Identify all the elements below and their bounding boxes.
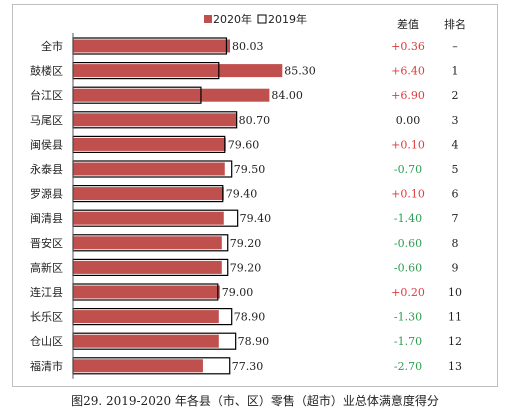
diff-value: -1.70: [394, 335, 422, 348]
bar-2020: [73, 187, 224, 201]
category-label: 晋安区: [30, 236, 63, 250]
rank-value: 9: [452, 261, 459, 274]
diff-value: -0.70: [394, 163, 422, 176]
bar-2020: [73, 211, 224, 225]
diff-value: -1.30: [394, 311, 422, 324]
category-label: 闽清县: [30, 212, 63, 225]
rank-value: 13: [448, 360, 462, 373]
legend-swatch-2019: [257, 14, 267, 24]
bar-2020: [73, 64, 283, 78]
rank-value: 5: [452, 163, 459, 176]
diff-value: +6.90: [391, 89, 425, 102]
category-label: 长乐区: [30, 311, 63, 324]
rank-value: 2: [452, 89, 459, 102]
diff-value: +6.40: [391, 65, 425, 78]
category-label: 全市: [41, 39, 63, 53]
bar-2020: [73, 162, 225, 176]
diff-value: -0.60: [394, 261, 422, 274]
rank-value: 7: [452, 212, 459, 225]
legend-label-2019: 2019年: [268, 12, 307, 26]
data-label-2020: 79.60: [228, 138, 260, 151]
data-label-2020: 79.40: [240, 212, 272, 225]
data-label-2020: 79.20: [230, 261, 262, 274]
rank-value: 11: [448, 311, 462, 324]
data-label-2020: 78.90: [238, 335, 270, 348]
data-label-2020: 80.03: [232, 40, 264, 53]
data-label-2020: 80.70: [239, 114, 271, 127]
category-label: 仓山区: [30, 334, 63, 348]
bar-2020: [73, 334, 219, 348]
bar-2020: [73, 285, 220, 299]
bar-2020: [73, 88, 270, 102]
diff-value: +0.10: [391, 138, 425, 151]
rank-value: 10: [448, 286, 462, 299]
bar-2020: [73, 310, 219, 324]
bar-2020: [73, 260, 222, 274]
category-label: 福清市: [30, 359, 63, 373]
legend-label-2020: 2020年: [213, 12, 252, 26]
category-label: 高新区: [30, 260, 63, 274]
rank-header: 排名: [444, 17, 466, 31]
category-label: 鼓楼区: [30, 64, 63, 78]
bar-2020: [73, 137, 226, 151]
rank-value: 8: [452, 237, 459, 250]
data-label-2020: 84.00: [271, 89, 303, 102]
bar-2020: [73, 236, 222, 250]
data-label-2020: 77.30: [232, 360, 264, 373]
rank-value: 1: [452, 65, 459, 78]
data-label-2020: 79.20: [230, 237, 262, 250]
data-label-2020: 79.00: [222, 286, 254, 299]
data-label-2020: 79.50: [234, 163, 266, 176]
data-label-2020: 78.90: [234, 311, 266, 324]
category-label: 闽侯县: [30, 137, 63, 151]
diff-header: 差值: [397, 17, 419, 31]
diff-value: 0.00: [396, 114, 421, 127]
diff-value: +0.36: [391, 40, 425, 53]
bar-2020: [73, 113, 237, 127]
diff-value: -2.70: [394, 360, 422, 373]
figure-caption: 图29. 2019-2020 年各县（市、区）零售（超市）业总体满意度得分: [71, 394, 439, 408]
data-label-2020: 85.30: [284, 65, 316, 78]
category-label: 永泰县: [30, 162, 63, 176]
rank-value: 3: [452, 114, 459, 127]
category-label: 罗源县: [30, 187, 63, 201]
bar-2020: [73, 359, 203, 373]
diff-value: -1.40: [394, 212, 422, 225]
category-label: 台江区: [30, 88, 63, 102]
category-label: 马尾区: [30, 114, 63, 127]
rank-value: 6: [452, 188, 459, 201]
chart-frame: [12, 4, 498, 387]
bar-2020: [73, 39, 231, 53]
data-label-2020: 79.40: [226, 188, 258, 201]
diff-value: -0.60: [394, 237, 422, 250]
rank-value: –: [452, 40, 458, 53]
category-label: 连江县: [30, 286, 63, 299]
rank-value: 12: [448, 335, 462, 348]
rank-value: 4: [452, 138, 459, 151]
legend-swatch-2020: [204, 15, 212, 23]
diff-value: +0.10: [391, 188, 425, 201]
diff-value: +0.20: [391, 286, 425, 299]
